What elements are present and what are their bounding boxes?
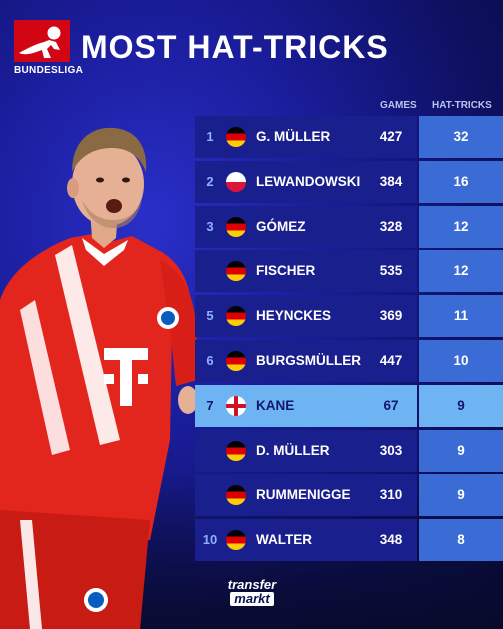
row-main-cell: 2 LEWANDOWSKI 384	[195, 160, 417, 203]
player-name: D. MÜLLER	[256, 442, 330, 458]
row-main-cell: D. MÜLLER 303	[195, 429, 417, 472]
rank-label: 1	[206, 129, 214, 144]
hat-tricks-value: 9	[457, 442, 465, 458]
bundesliga-logo-mark	[14, 20, 70, 62]
row-main-cell: FISCHER 535	[195, 250, 417, 293]
germany-flag-icon	[226, 350, 246, 371]
row-main-cell: 10 WALTER 348	[195, 519, 417, 562]
rank-label: 2	[206, 173, 214, 189]
table-row: 5 HEYNCKES 369 11	[195, 295, 503, 338]
games-value: 310	[379, 487, 403, 503]
games-value: 369	[379, 308, 403, 324]
transfermarkt-logo-line1: transfer	[227, 577, 277, 592]
rank-label: 6	[206, 352, 214, 368]
hat-tricks-value: 10	[453, 352, 469, 368]
rank-label	[195, 250, 225, 292]
games-value: 303	[379, 442, 403, 458]
hat-tricks-value: 16	[453, 173, 469, 189]
table-row: 1 G. MÜLLER 427 32	[195, 116, 503, 158]
page-title: MOST HAT-TRICKS	[81, 29, 389, 65]
games-value: 384	[379, 173, 403, 189]
row-main-cell: 1 G. MÜLLER 427	[195, 116, 417, 158]
hat-tricks-cell: 16	[419, 160, 503, 203]
hat-tricks-cell: 8	[419, 519, 503, 562]
games-value: 348	[379, 532, 403, 548]
hat-tricks-table: 1 G. MÜLLER 427 32 2 LEWANDOWSKI 384 16 …	[195, 116, 503, 564]
poland-flag-icon	[226, 171, 246, 192]
table-row: RUMMENIGGE 310 9	[195, 474, 503, 517]
player-name: RUMMENIGGE	[256, 487, 351, 503]
row-main-cell: 6 BURGSMÜLLER 447	[195, 339, 417, 382]
column-header-hat-tricks: HAT-TRICKS	[432, 100, 492, 111]
bundesliga-logo-text: BUNDESLIGA	[14, 65, 84, 76]
hat-tricks-value: 12	[453, 263, 469, 279]
transfermarkt-logo-line2: markt	[230, 592, 274, 606]
germany-flag-icon	[226, 261, 246, 282]
germany-flag-icon	[226, 440, 246, 461]
germany-flag-icon	[226, 127, 246, 147]
player-name: KANE	[256, 397, 295, 413]
player-illustration	[0, 127, 198, 629]
bundesliga-player-silhouette-icon	[19, 26, 61, 58]
hat-tricks-value: 9	[457, 487, 465, 503]
hat-tricks-cell: 10	[419, 339, 503, 382]
player-name: HEYNCKES	[256, 308, 332, 324]
hat-tricks-cell: 12	[419, 250, 503, 293]
player-name: GÓMEZ	[256, 218, 306, 234]
row-main-cell: 7 KANE 67	[195, 384, 417, 427]
player-name: G. MÜLLER	[256, 129, 331, 144]
games-value: 328	[379, 218, 403, 234]
player-name: FISCHER	[256, 263, 316, 279]
germany-flag-icon	[226, 530, 246, 551]
hat-tricks-value: 8	[457, 532, 465, 548]
hat-tricks-value: 32	[453, 129, 469, 144]
germany-flag-icon	[226, 306, 246, 327]
player-name: WALTER	[256, 532, 312, 548]
hat-tricks-value: 9	[457, 397, 465, 413]
games-value: 67	[383, 397, 399, 413]
germany-flag-icon	[226, 485, 246, 506]
hat-tricks-cell: 9	[419, 474, 503, 517]
player-name: BURGSMÜLLER	[256, 352, 361, 368]
germany-flag-icon	[226, 216, 246, 237]
rank-label	[195, 474, 225, 516]
table-row: D. MÜLLER 303 9	[195, 429, 503, 472]
table-row: 3 GÓMEZ 328 12	[195, 205, 503, 248]
hat-tricks-cell: 12	[419, 205, 503, 248]
hat-tricks-cell: 9	[419, 429, 503, 472]
player-name: LEWANDOWSKI	[256, 173, 361, 189]
bundesliga-logo: BUNDESLIGA	[14, 20, 84, 76]
hat-tricks-value: 12	[453, 218, 469, 234]
hat-tricks-value: 11	[453, 308, 469, 324]
games-value: 535	[379, 263, 403, 279]
rank-label: 10	[202, 532, 218, 548]
table-row: 6 BURGSMÜLLER 447 10	[195, 339, 503, 382]
rank-label	[195, 430, 225, 472]
column-header-games: GAMES	[380, 100, 417, 111]
hat-tricks-cell: 9	[419, 384, 503, 427]
table-row: FISCHER 535 12	[195, 250, 503, 293]
rank-label: 5	[206, 308, 214, 324]
rank-label: 3	[206, 218, 214, 234]
england-flag-icon	[226, 395, 246, 416]
games-value: 427	[379, 129, 403, 144]
row-main-cell: 5 HEYNCKES 369	[195, 295, 417, 338]
hat-tricks-cell: 11	[419, 295, 503, 338]
row-main-cell: RUMMENIGGE 310	[195, 474, 417, 517]
transfermarkt-logo: transfer markt	[214, 578, 290, 616]
table-row-highlighted: 7 KANE 67 9	[195, 384, 503, 427]
row-main-cell: 3 GÓMEZ 328	[195, 205, 417, 248]
table-row: 2 LEWANDOWSKI 384 16	[195, 160, 503, 203]
hat-tricks-cell: 32	[419, 116, 503, 158]
rank-label: 7	[206, 397, 214, 413]
table-row: 10 WALTER 348 8	[195, 519, 503, 562]
games-value: 447	[379, 352, 403, 368]
